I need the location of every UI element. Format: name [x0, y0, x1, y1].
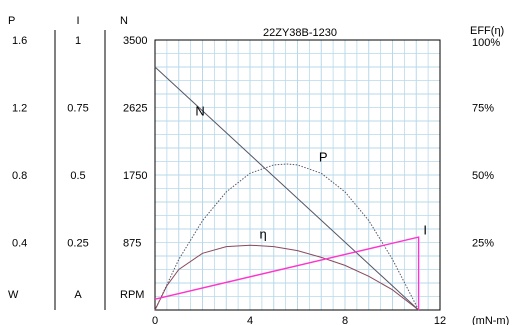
tick-label-i: 0.75 [67, 103, 88, 115]
tick-label-x: 4 [247, 315, 253, 325]
curve-label-n: N [195, 104, 204, 119]
axis-symbol-i: I [76, 15, 79, 27]
axis-symbol-p: P [8, 15, 15, 27]
axis-unit-p: W [8, 289, 19, 301]
axis-symbol-n: N [120, 15, 128, 27]
chart-grid [155, 40, 440, 310]
tick-label-x: 8 [342, 315, 348, 325]
curve-eta [154, 244, 419, 311]
tick-label-efficiency: 100% [472, 37, 500, 49]
tick-label-i: 1 [75, 35, 81, 47]
tick-label-x: 0 [152, 315, 158, 325]
tick-label-i: 0.5 [70, 170, 85, 182]
curve-p [154, 163, 420, 311]
plot-frame [154, 39, 441, 311]
tick-label-n: 2625 [123, 103, 147, 115]
tick-label-efficiency: 25% [472, 238, 494, 250]
tick-label-p: 1.2 [12, 103, 27, 115]
tick-label-p: 0.4 [12, 238, 27, 250]
tick-label-p: 0.8 [12, 170, 27, 182]
curve-labels: N Pη I [195, 104, 427, 242]
chart-curves [154, 66, 420, 311]
tick-label-n: 3500 [123, 35, 147, 47]
axis-unit-x: (mN-m) [472, 315, 509, 325]
axis-symbol-efficiency: EFF(η) [470, 25, 504, 37]
chart-axes [54, 30, 441, 311]
axis-unit-n: RPM [120, 289, 144, 301]
tick-label-p: 1.6 [12, 35, 27, 47]
curve-label-eta: η [260, 226, 267, 241]
curve-i [154, 236, 420, 310]
curve-label-p: P [319, 150, 328, 165]
tick-label-efficiency: 75% [472, 103, 494, 115]
axis-unit-i: A [74, 289, 82, 301]
curve-label-i: I [423, 222, 427, 237]
tick-labels: P 1.6 1.2 0.8 0.4 W I 1 0.75 0.5 0.25 A N 3500 2625 175… [8, 15, 509, 325]
tick-label-n: 875 [123, 238, 141, 250]
chart-title: 22ZY38B-1230 [263, 27, 337, 39]
curve-n [154, 66, 419, 311]
tick-label-efficiency: 50% [472, 170, 494, 182]
tick-label-x: 12 [434, 315, 446, 325]
tick-label-n: 1750 [123, 170, 147, 182]
tick-label-i: 0.25 [67, 238, 88, 250]
